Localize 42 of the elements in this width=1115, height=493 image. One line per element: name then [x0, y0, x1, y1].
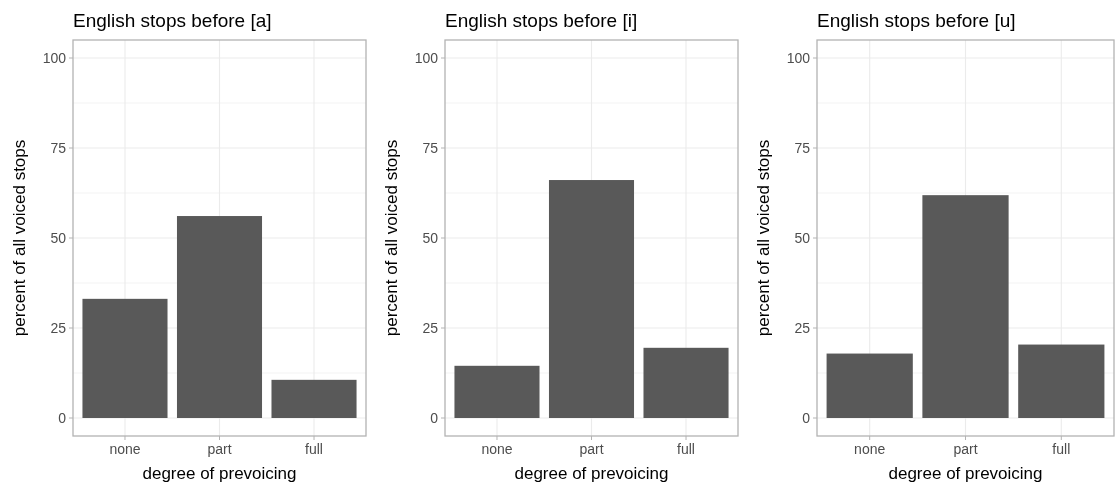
chart-title: English stops before [u]	[817, 10, 1016, 31]
x-tick-label: full	[677, 441, 695, 457]
y-tick-label: 50	[422, 229, 439, 246]
bar	[826, 353, 913, 418]
y-tick-label: 100	[42, 49, 67, 66]
y-tick-label: 0	[802, 409, 811, 426]
y-tick-label: 50	[794, 229, 811, 246]
y-tick-label: 25	[794, 319, 811, 336]
x-axis-title: degree of prevoicing	[888, 464, 1043, 483]
bar	[548, 180, 635, 418]
y-axis-title: percent of all voiced stops	[754, 139, 773, 337]
bar	[922, 195, 1009, 418]
y-tick-label: 100	[786, 49, 811, 66]
x-tick-label: part	[579, 441, 604, 457]
y-tick-label: 75	[50, 139, 67, 156]
x-tick-label: none	[854, 441, 886, 457]
bar	[643, 347, 729, 418]
y-axis-title: percent of all voiced stops	[10, 139, 29, 337]
y-tick-label: 50	[50, 229, 67, 246]
y-tick-label: 25	[422, 319, 439, 336]
y-tick-label: 75	[422, 139, 439, 156]
y-tick-label: 0	[430, 409, 439, 426]
x-tick-label: part	[953, 441, 978, 457]
x-tick-label: full	[1052, 441, 1071, 457]
bar	[82, 298, 168, 418]
bar	[176, 216, 263, 418]
bar	[454, 365, 540, 418]
x-axis-title: degree of prevoicing	[514, 464, 669, 483]
x-tick-label: none	[481, 441, 513, 457]
y-axis-title: percent of all voiced stops	[382, 139, 401, 337]
x-axis-title: degree of prevoicing	[142, 464, 297, 483]
y-tick-label: 75	[794, 139, 811, 156]
chart-title: English stops before [i]	[445, 10, 638, 31]
y-tick-label: 0	[58, 409, 67, 426]
x-tick-label: none	[109, 441, 141, 457]
bar	[271, 379, 357, 418]
x-tick-label: full	[305, 441, 323, 457]
chart-title: English stops before [a]	[73, 10, 272, 31]
x-tick-label: part	[207, 441, 232, 457]
bar	[1018, 344, 1105, 418]
y-tick-label: 25	[50, 319, 67, 336]
y-tick-label: 100	[414, 49, 439, 66]
